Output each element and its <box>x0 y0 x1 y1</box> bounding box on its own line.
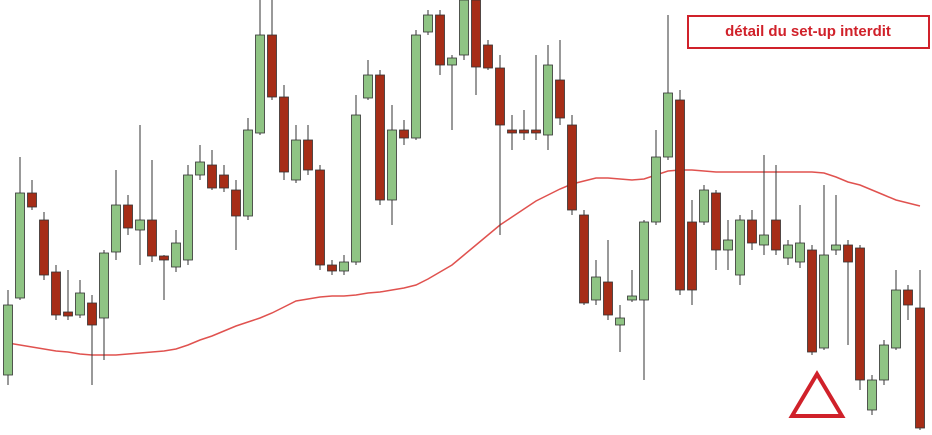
candle-down <box>279 96 289 173</box>
candle-down <box>675 99 685 291</box>
candle-up <box>195 161 205 176</box>
annotation-box <box>687 15 930 49</box>
candle-down <box>267 34 277 98</box>
candle-up <box>699 189 709 223</box>
candle-down <box>507 129 517 134</box>
candle-down <box>147 219 157 257</box>
candle-up <box>615 317 625 326</box>
candle-up <box>75 292 85 316</box>
moving-average <box>7 169 921 356</box>
candle-down <box>603 281 613 316</box>
candle-down <box>51 271 61 316</box>
candle-down <box>327 264 337 272</box>
candle-up <box>819 254 829 349</box>
candle-down <box>399 129 409 139</box>
candle-down <box>519 129 529 134</box>
candle-down <box>855 247 865 381</box>
candle-down <box>207 164 217 189</box>
candle-down <box>231 189 241 217</box>
candle-down <box>375 74 385 201</box>
candle-down <box>27 192 37 208</box>
candle-up <box>795 242 805 263</box>
candle-up <box>255 34 265 134</box>
candle-down <box>303 139 313 171</box>
candle-down <box>435 14 445 66</box>
candle-up <box>639 221 649 301</box>
candle-up <box>735 219 745 276</box>
candle-up <box>591 276 601 301</box>
candle-down <box>807 249 817 353</box>
candle-up <box>891 289 901 349</box>
candle-up <box>339 261 349 272</box>
warning-triangle <box>788 370 846 418</box>
candle-up <box>291 139 301 181</box>
candle-down <box>495 67 505 126</box>
candle-up <box>243 129 253 217</box>
candle-up <box>351 114 361 263</box>
candle-up <box>111 204 121 253</box>
candle-down <box>219 174 229 189</box>
candle-up <box>15 192 25 299</box>
candle-up <box>723 239 733 251</box>
candle-down <box>903 289 913 306</box>
candle-down <box>771 219 781 251</box>
candle-up <box>543 64 553 136</box>
candle-up <box>171 242 181 268</box>
candle-down <box>159 255 169 261</box>
candle-down <box>87 302 97 326</box>
candle-up <box>459 0 469 56</box>
candle-down <box>483 44 493 69</box>
candle-up <box>423 14 433 33</box>
candle-up <box>759 234 769 246</box>
candle-up <box>99 252 109 319</box>
candle-down <box>555 79 565 119</box>
candle-up <box>663 92 673 158</box>
candle-up <box>879 344 889 381</box>
candle-down <box>579 214 589 304</box>
candle-up <box>651 156 661 223</box>
candle-down <box>531 129 541 134</box>
candle-up <box>183 174 193 261</box>
candle-down <box>711 192 721 251</box>
candle-down <box>315 169 325 266</box>
candle-up <box>783 244 793 259</box>
candle-down <box>687 221 697 291</box>
candle-down <box>63 311 73 317</box>
annotation: détail du set-up interdit <box>725 23 891 40</box>
candle-up <box>387 129 397 201</box>
candle-down <box>567 124 577 211</box>
candle-down <box>123 204 133 229</box>
candle-up <box>411 34 421 139</box>
candle-up <box>867 379 877 411</box>
candle-down <box>843 244 853 263</box>
candle-up <box>363 74 373 99</box>
candle-up <box>831 244 841 251</box>
candle-down <box>471 0 481 68</box>
candle-down <box>39 219 49 276</box>
candle-down <box>915 307 925 429</box>
candle-up <box>3 304 13 376</box>
plot-area <box>3 0 925 430</box>
candle-up <box>135 219 145 231</box>
candle-down <box>747 219 757 244</box>
candle-up <box>447 57 457 66</box>
candle-up <box>627 295 637 301</box>
